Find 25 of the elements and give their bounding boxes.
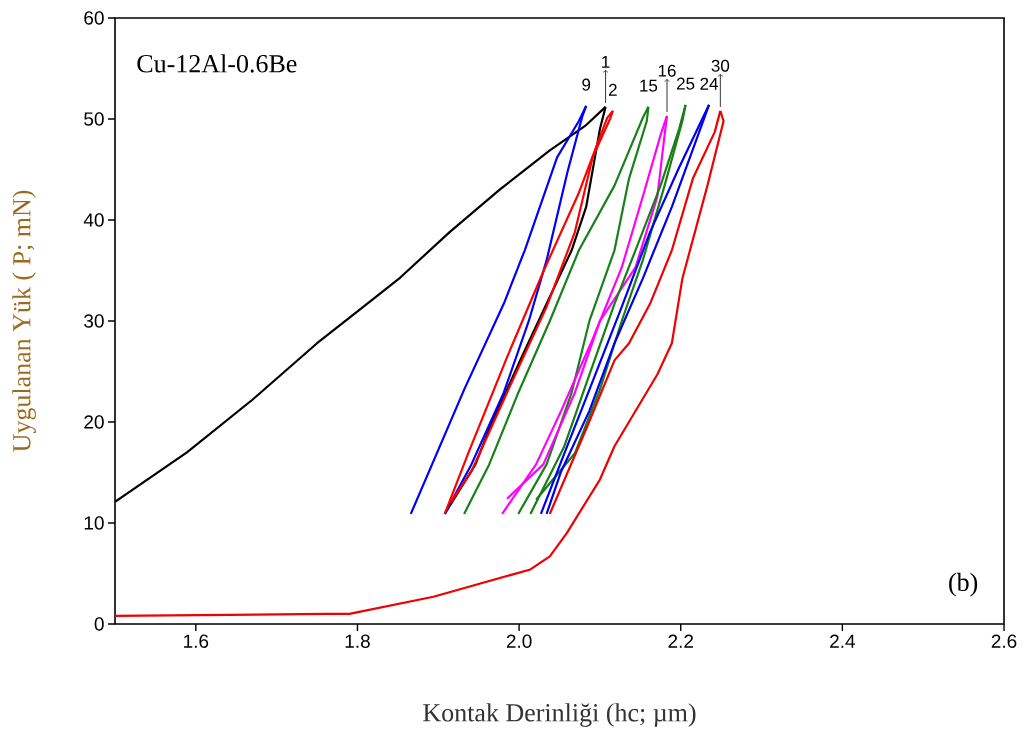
annotation: 2 bbox=[608, 83, 617, 96]
x-tick-label: 2.6 bbox=[991, 634, 1017, 648]
y-tick-label: 20 bbox=[84, 415, 104, 429]
annotation: 30 bbox=[711, 59, 730, 72]
annotation: 1 bbox=[602, 55, 610, 68]
x-tick-label: 2.0 bbox=[506, 634, 532, 648]
annotation: 24 bbox=[700, 77, 718, 90]
x-tick-label: 2.2 bbox=[668, 634, 693, 648]
annotation: 15 bbox=[640, 79, 658, 92]
y-tick-label: 50 bbox=[84, 112, 104, 126]
y-tick-label: 30 bbox=[84, 314, 104, 328]
y-tick-label: 0 bbox=[94, 617, 104, 631]
annotation: (b) bbox=[949, 572, 978, 597]
y-tick-label: 40 bbox=[83, 213, 104, 227]
annotation: Cu-12Al-0.6Be bbox=[137, 54, 297, 73]
x-tick-label: 1.8 bbox=[345, 634, 370, 648]
annotation: 9 bbox=[582, 78, 591, 91]
y-axis-title: Uygulanan Yük ( P; mN) bbox=[12, 190, 36, 452]
annotation: 25 bbox=[676, 77, 695, 90]
annotation: 16 bbox=[658, 64, 676, 77]
x-tick-label: 2.4 bbox=[830, 634, 856, 648]
y-tick-label: 60 bbox=[84, 11, 104, 25]
x-tick-label: 1.6 bbox=[184, 634, 209, 648]
y-tick-label: 10 bbox=[84, 516, 104, 530]
x-axis-title: Kontak Derinliği (hc; µm) bbox=[423, 703, 696, 727]
